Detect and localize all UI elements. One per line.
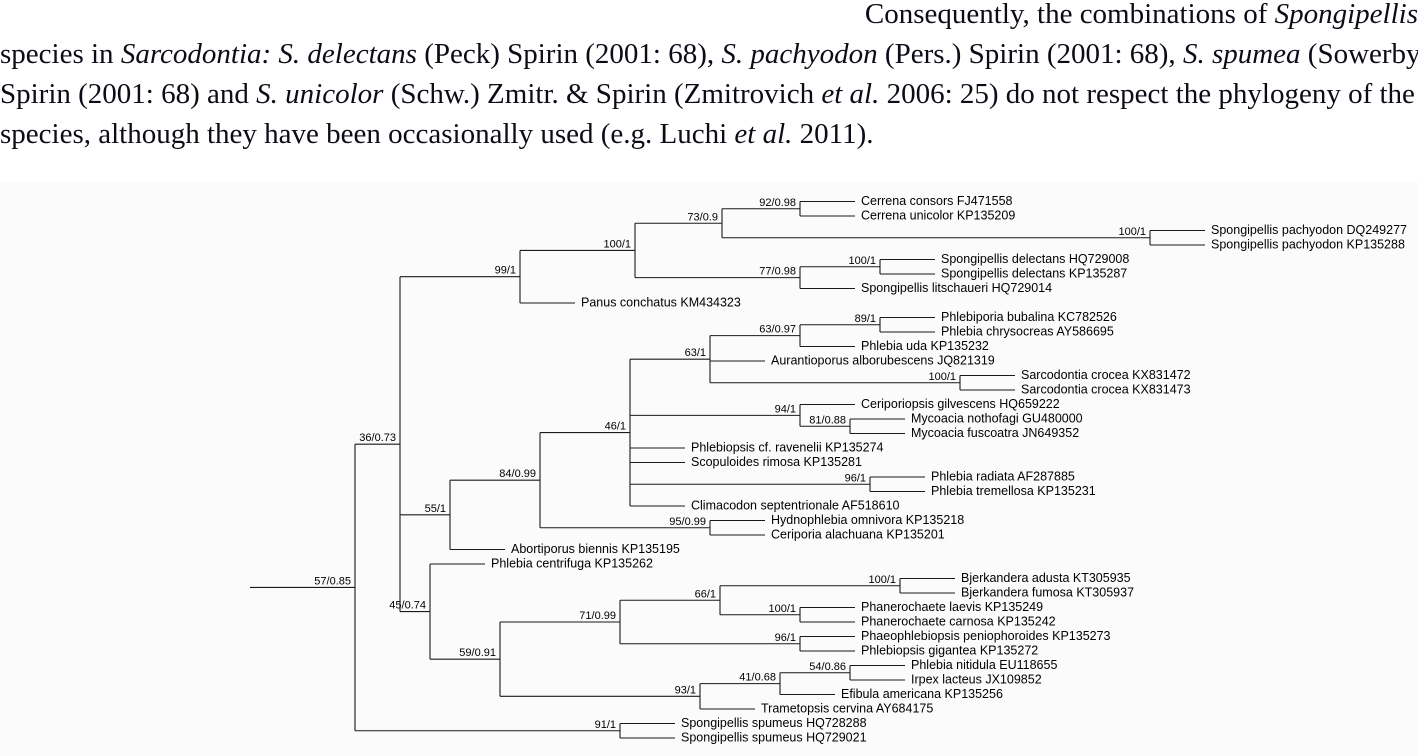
svg-text:Panus conchatus KM434323: Panus conchatus KM434323 (581, 296, 741, 310)
svg-text:Phlebia chrysocreas AY586695: Phlebia chrysocreas AY586695 (941, 325, 1114, 339)
svg-text:89/1: 89/1 (855, 313, 876, 325)
svg-text:Climacodon septentrionale AF51: Climacodon septentrionale AF518610 (691, 499, 900, 513)
svg-text:Hydnophlebia omnivora KP135218: Hydnophlebia omnivora KP135218 (771, 513, 964, 527)
svg-text:Spongipellis pachyodon KP13528: Spongipellis pachyodon KP135288 (1211, 238, 1405, 252)
svg-text:Mycoacia nothofagi GU480000: Mycoacia nothofagi GU480000 (911, 412, 1083, 426)
svg-text:92/0.98: 92/0.98 (759, 197, 796, 209)
svg-text:45/0.74: 45/0.74 (389, 600, 426, 612)
svg-text:Spongipellis delectans HQ72900: Spongipellis delectans HQ729008 (941, 252, 1129, 266)
svg-text:Sarcodontia crocea KX831472: Sarcodontia crocea KX831472 (1021, 368, 1191, 382)
svg-text:63/1: 63/1 (685, 347, 706, 359)
svg-text:96/1: 96/1 (845, 472, 866, 484)
svg-text:Ceriporiopsis gilvescens HQ659: Ceriporiopsis gilvescens HQ659222 (861, 397, 1060, 411)
svg-text:100/1: 100/1 (848, 255, 876, 267)
svg-text:71/0.99: 71/0.99 (579, 610, 616, 622)
svg-text:Sarcodontia crocea KX831473: Sarcodontia crocea KX831473 (1021, 383, 1191, 397)
svg-text:91/1: 91/1 (595, 719, 616, 731)
svg-text:Phanerochaete carnosa KP135242: Phanerochaete carnosa KP135242 (861, 615, 1056, 629)
svg-text:95/0.99: 95/0.99 (669, 516, 706, 528)
svg-text:Phlebia centrifuga KP135262: Phlebia centrifuga KP135262 (491, 557, 653, 571)
svg-text:Spongipellis litschaueri HQ729: Spongipellis litschaueri HQ729014 (861, 281, 1052, 295)
svg-text:Phanerochaete laevis KP135249: Phanerochaete laevis KP135249 (861, 600, 1043, 614)
svg-text:Mycoacia fuscoatra JN649352: Mycoacia fuscoatra JN649352 (911, 426, 1079, 440)
svg-text:Spongipellis spumeus HQ728288: Spongipellis spumeus HQ728288 (681, 716, 867, 730)
svg-text:55/1: 55/1 (425, 503, 446, 515)
svg-text:54/0.86: 54/0.86 (809, 661, 846, 673)
svg-text:84/0.99: 84/0.99 (499, 468, 536, 480)
svg-text:Aurantioporus alborubescens JQ: Aurantioporus alborubescens JQ821319 (771, 354, 995, 368)
svg-text:Cerrena unicolor KP135209: Cerrena unicolor KP135209 (861, 209, 1015, 223)
svg-text:73/0.9: 73/0.9 (687, 211, 718, 223)
svg-text:Ceriporia alachuana KP135201: Ceriporia alachuana KP135201 (771, 528, 945, 542)
svg-text:Irpex lacteus JX109852: Irpex lacteus JX109852 (911, 673, 1042, 687)
svg-text:Phlebia tremellosa KP135231: Phlebia tremellosa KP135231 (931, 484, 1096, 498)
svg-text:Efibula americana KP135256: Efibula americana KP135256 (841, 687, 1003, 701)
svg-text:Phaeophlebiopsis peniophoroide: Phaeophlebiopsis peniophoroides KP135273 (861, 629, 1111, 643)
svg-text:46/1: 46/1 (605, 421, 626, 433)
svg-text:77/0.98: 77/0.98 (759, 266, 796, 278)
svg-text:66/1: 66/1 (695, 588, 716, 600)
svg-text:Phlebia radiata AF287885: Phlebia radiata AF287885 (931, 470, 1075, 484)
svg-text:Trametopsis cervina AY684175: Trametopsis cervina AY684175 (761, 702, 933, 716)
svg-text:Spongipellis spumeus HQ729021: Spongipellis spumeus HQ729021 (681, 731, 867, 745)
svg-text:Phlebia nitidula EU118655: Phlebia nitidula EU118655 (911, 658, 1057, 672)
svg-text:Spongipellis pachyodon DQ24927: Spongipellis pachyodon DQ249277 (1211, 223, 1407, 237)
svg-text:100/1: 100/1 (928, 371, 956, 383)
svg-text:Phlebia uda KP135232: Phlebia uda KP135232 (861, 339, 989, 353)
svg-text:100/1: 100/1 (603, 238, 631, 250)
svg-text:99/1: 99/1 (495, 265, 516, 277)
svg-text:Phlebiopsis gigantea KP135272: Phlebiopsis gigantea KP135272 (861, 644, 1038, 658)
svg-text:63/0.97: 63/0.97 (759, 324, 796, 336)
svg-text:100/1: 100/1 (768, 603, 796, 615)
svg-text:100/1: 100/1 (1118, 226, 1146, 238)
svg-text:Scopuloides rimosa KP135281: Scopuloides rimosa KP135281 (691, 455, 862, 469)
svg-text:41/0.68: 41/0.68 (739, 672, 776, 684)
svg-text:59/0.91: 59/0.91 (459, 647, 496, 659)
svg-text:Bjerkandera adusta KT305935: Bjerkandera adusta KT305935 (961, 571, 1131, 585)
svg-text:Phlebiopsis cf. ravenelii KP13: Phlebiopsis cf. ravenelii KP135274 (691, 441, 884, 455)
svg-text:81/0.88: 81/0.88 (809, 414, 846, 426)
svg-text:36/0.73: 36/0.73 (359, 432, 396, 444)
svg-text:Abortiporus biennis KP135195: Abortiporus biennis KP135195 (511, 542, 680, 556)
svg-text:96/1: 96/1 (775, 632, 796, 644)
svg-text:Phlebiporia bubalina KC782526: Phlebiporia bubalina KC782526 (941, 310, 1117, 324)
svg-text:100/1: 100/1 (868, 574, 896, 586)
svg-text:Bjerkandera fumosa KT305937: Bjerkandera fumosa KT305937 (961, 586, 1134, 600)
svg-text:57/0.85: 57/0.85 (314, 575, 351, 587)
svg-text:Spongipellis delectans KP13528: Spongipellis delectans KP135287 (941, 267, 1127, 281)
svg-text:Cerrena consors FJ471558: Cerrena consors FJ471558 (861, 194, 1013, 208)
svg-text:94/1: 94/1 (775, 403, 796, 415)
svg-text:93/1: 93/1 (675, 684, 696, 696)
